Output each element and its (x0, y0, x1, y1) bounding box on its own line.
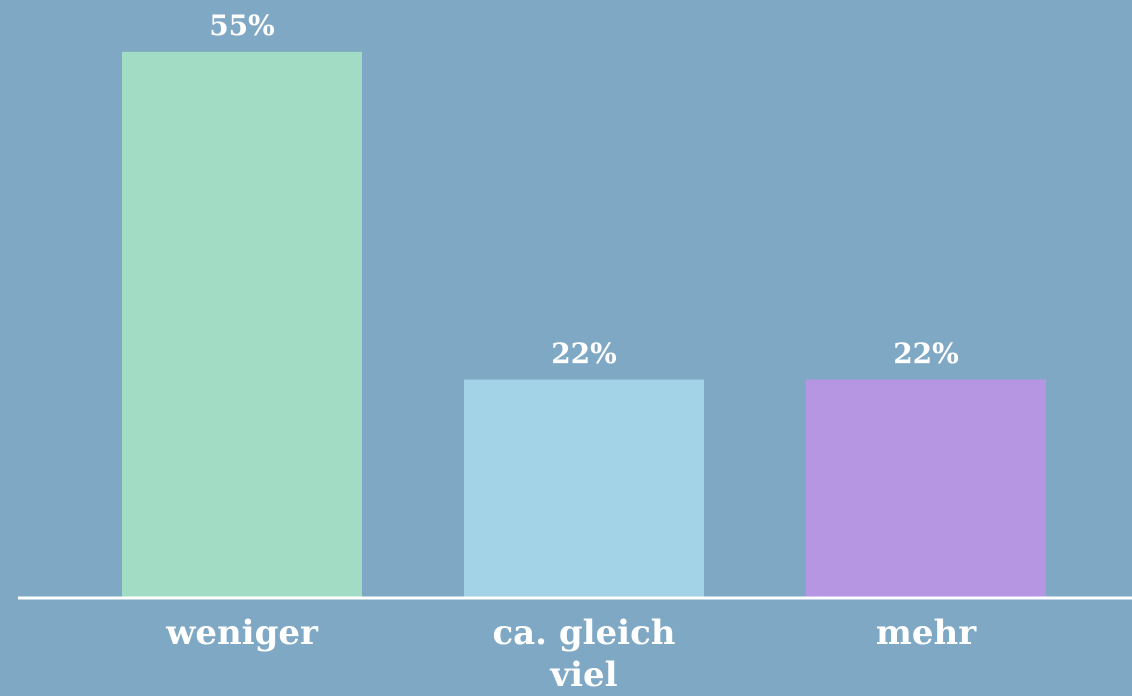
x-tick-label: mehr (875, 613, 977, 653)
value-label: 22% (551, 336, 617, 370)
value-label: 55% (209, 8, 275, 42)
bar (464, 379, 704, 598)
x-tick-label: ca. gleich viel (492, 613, 676, 695)
x-tick-label: weniger (166, 613, 318, 653)
value-label: 22% (893, 336, 959, 370)
bar (806, 379, 1046, 598)
bar (122, 51, 362, 599)
